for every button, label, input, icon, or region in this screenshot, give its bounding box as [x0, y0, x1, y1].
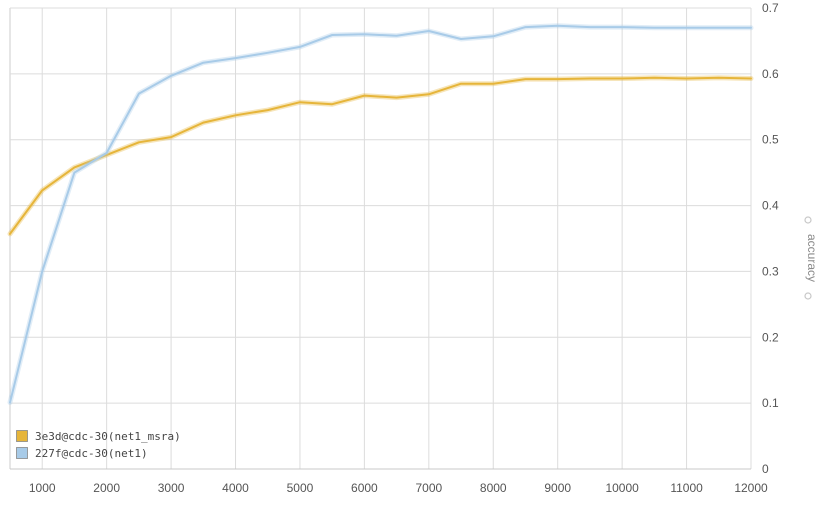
y-axis-title-start-marker: [804, 216, 812, 224]
x-tick-label: 1000: [29, 481, 56, 495]
series-line-halo-1: [7, 75, 754, 237]
x-axis-ticks: 1000 2000 3000 4000 5000 6000 7000 8000 9000 1000…: [29, 481, 768, 495]
x-tick-label: 9000: [544, 481, 571, 495]
y-tick-label: 0: [762, 462, 769, 476]
y-tick-label: 0.6: [762, 67, 779, 81]
y-axis-title-end-marker: [804, 292, 812, 300]
grid: [9, 7, 752, 470]
x-tick-label: 7000: [415, 481, 442, 495]
series-line-halo-2: [7, 23, 754, 405]
x-tick-label: 8000: [480, 481, 507, 495]
x-tick-label: 2000: [93, 481, 120, 495]
x-tick-label: 12000: [734, 481, 768, 495]
x-tick-label: 11000: [670, 481, 703, 495]
y-tick-label: 0.5: [762, 133, 779, 147]
series-line-1[interactable]: [9, 76, 752, 235]
series-lines: [7, 23, 754, 405]
legend: 3e3d@cdc-30(net1_msra) 227f@cdc-30(net1): [16, 430, 181, 460]
legend-entry-label: 227f@cdc-30(net1): [35, 447, 148, 460]
x-tick-label: 4000: [222, 481, 249, 495]
x-tick-label: 5000: [287, 481, 314, 495]
x-tick-label: 3000: [158, 481, 185, 495]
y-tick-label: 0.7: [762, 1, 779, 15]
y-tick-label: 0.1: [762, 396, 779, 410]
y-tick-label: 0.2: [762, 330, 779, 344]
x-tick-label: 6000: [351, 481, 378, 495]
legend-swatch: [16, 430, 28, 442]
y-axis-ticks: 0 0.1 0.2 0.3 0.4 0.5 0.6 0.7: [762, 1, 779, 476]
y-axis-title: accuracy: [805, 234, 819, 282]
legend-entry-label: 3e3d@cdc-30(net1_msra): [35, 430, 181, 443]
legend-swatch: [16, 447, 28, 459]
series-line-2[interactable]: [9, 24, 752, 404]
y-tick-label: 0.3: [762, 264, 779, 278]
y-tick-label: 0.4: [762, 199, 779, 213]
x-tick-label: 10000: [605, 481, 639, 495]
